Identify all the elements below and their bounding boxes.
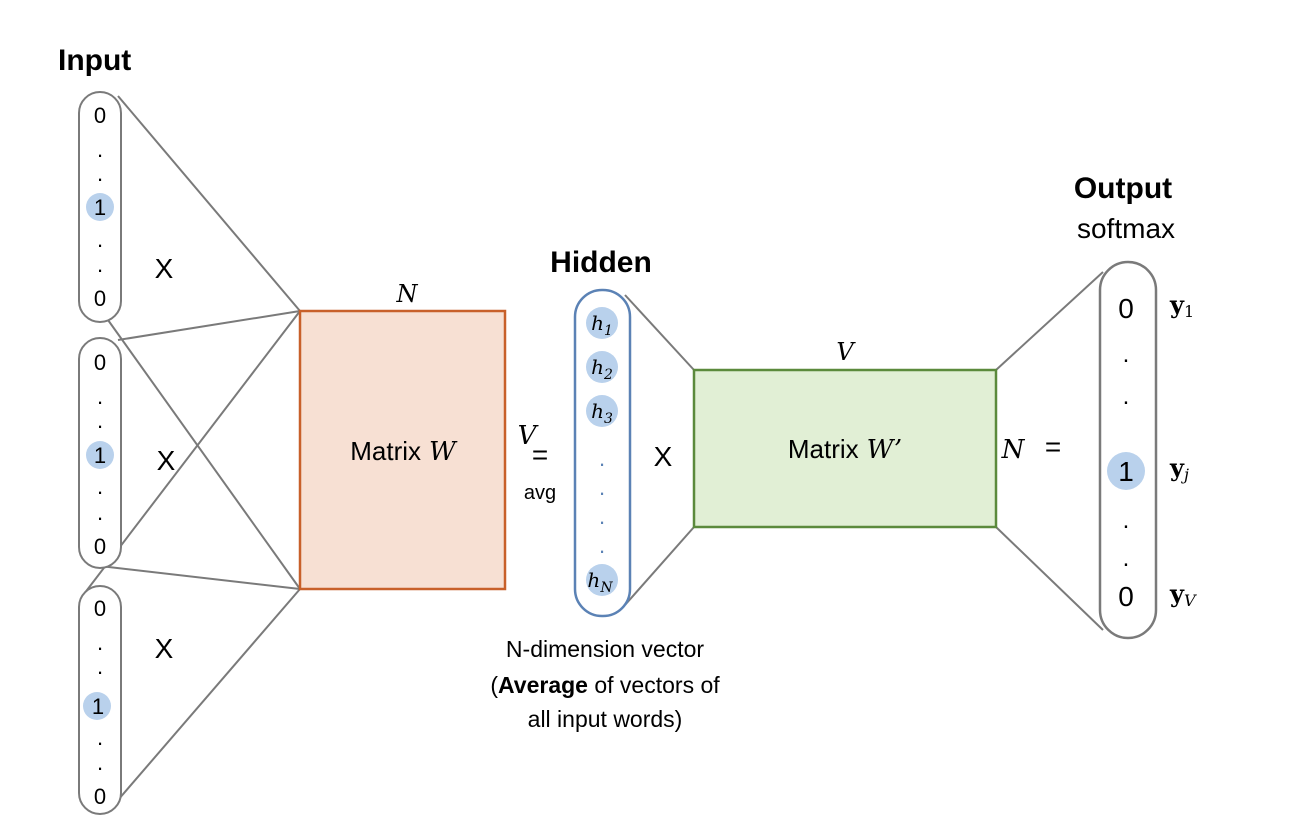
output-title: Output [1074, 172, 1172, 205]
matrix-w2-top-label: V [836, 338, 856, 366]
input-cell: 1 [94, 195, 106, 220]
output-label-y1: y1 [1169, 290, 1194, 321]
connector-line [99, 565, 301, 590]
input-cell: 0 [94, 350, 106, 375]
connector-line [995, 271, 1104, 371]
input-vector-1: 0 . . 1 . . 0 [78, 91, 122, 323]
avg-label: avg [524, 482, 556, 504]
input-cell: . [97, 408, 103, 433]
multiply-sign: X [155, 633, 174, 664]
hidden-cell-highlight [586, 395, 618, 427]
matrix-w2-box [692, 368, 998, 529]
hidden-cell: . [599, 446, 605, 471]
input-cell: 0 [94, 596, 106, 621]
hidden-cell: h1 [591, 311, 613, 339]
output-label-yv: yV [1169, 579, 1197, 610]
multiply-sign: X [654, 441, 673, 472]
matrix-w-box [298, 309, 507, 591]
input-cell: . [97, 654, 103, 679]
matrix-w2-side-label: N [1001, 435, 1026, 465]
input-cell: 0 [94, 534, 106, 559]
matrix-w-side-label: V [518, 421, 539, 451]
hidden-cells: h1 h2 h3 . . . . hN [586, 307, 618, 596]
input-cell: . [97, 500, 103, 525]
hidden-cell: . [599, 504, 605, 529]
input-cell: . [97, 750, 103, 775]
input-cell: 1 [94, 443, 106, 468]
hidden-cell-highlight [586, 307, 618, 339]
input-vector-3: 0 . . 1 . . 0 [78, 585, 122, 815]
hidden-cell-highlight [586, 564, 618, 596]
input-cell: 0 [94, 784, 106, 809]
hidden-caption-line-2: (Average of vectors of [490, 672, 720, 698]
matrix-w-top-label: N [396, 280, 419, 308]
input-cell: . [97, 474, 103, 499]
input-active-highlight [86, 193, 114, 221]
input-cell: 0 [94, 103, 106, 128]
input-active-highlight [86, 441, 114, 469]
connector-line [117, 95, 301, 312]
connector-line [624, 294, 695, 371]
connector-line [995, 526, 1104, 631]
input-cell: 0 [94, 286, 106, 311]
input-active-highlight [83, 692, 111, 720]
multiply-sign: X [157, 445, 176, 476]
input-title: Input [58, 44, 131, 77]
hidden-cell: . [599, 533, 605, 558]
hidden-cell: h3 [591, 399, 613, 427]
output-labels: y1 yj yV [1169, 290, 1197, 610]
input-cell: . [97, 137, 103, 162]
output-vector-frame [1098, 260, 1158, 640]
hidden-caption-line-1: N-dimension vector [506, 636, 704, 662]
matrix-w-label: Matrix W [350, 436, 458, 467]
hidden-cell: hN [587, 568, 613, 596]
connector-line [624, 526, 695, 606]
output-label-yj: yj [1169, 453, 1189, 484]
input-cell: . [97, 725, 103, 750]
output-subtitle: softmax [1077, 213, 1175, 244]
matrix-w2-label: Matrix W’ [788, 434, 902, 465]
connector-line [117, 588, 301, 801]
output-cell: 0 [1118, 293, 1134, 324]
input-cell: . [97, 161, 103, 186]
hidden-caption-line-3: all input words) [528, 706, 683, 732]
input-vector-2: 0 . . 1 . . 0 [78, 337, 122, 569]
output-cell: . [1123, 507, 1130, 534]
input-cell: . [97, 384, 103, 409]
output-cell: . [1123, 341, 1130, 368]
output-cell: 1 [1118, 456, 1134, 487]
output-cell: . [1123, 383, 1130, 410]
hidden-cell: . [599, 475, 605, 500]
connector-line [107, 319, 301, 590]
output-cells: 0 . . 1 . . 0 [1118, 293, 1134, 612]
input-cell: . [97, 630, 103, 655]
output-cell: . [1123, 545, 1130, 572]
hidden-cell-highlight [586, 351, 618, 383]
input-cell: . [97, 227, 103, 252]
output-active-highlight [1107, 452, 1145, 490]
hidden-title: Hidden [550, 246, 652, 279]
connector-line [117, 310, 301, 341]
hidden-cell: h2 [591, 355, 613, 383]
equals-sign: = [1045, 431, 1061, 462]
output-cell: 0 [1118, 581, 1134, 612]
input-cell: 1 [92, 694, 104, 719]
input-cell: . [97, 252, 103, 277]
equals-sign: = [532, 439, 548, 470]
multiply-sign: X [155, 253, 174, 284]
